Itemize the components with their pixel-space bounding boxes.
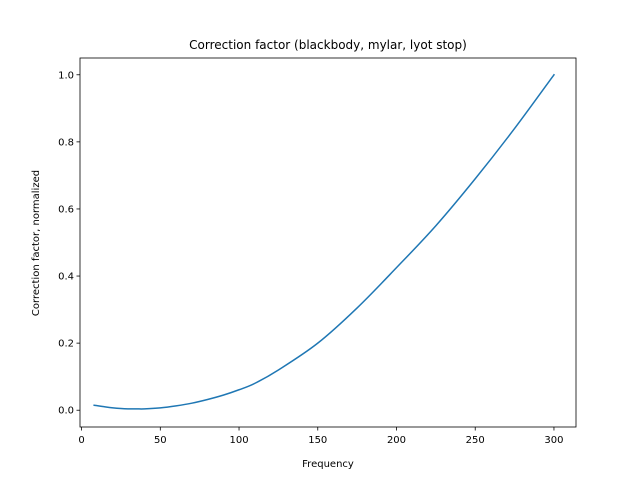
chart-title: Correction factor (blackbody, mylar, lyo… bbox=[189, 38, 467, 52]
y-tick-label: 0.2 bbox=[58, 339, 74, 350]
x-tick-label: 200 bbox=[387, 435, 406, 446]
series-layer bbox=[93, 73, 556, 410]
x-axis-ticks: 0 50 100 150 200 250 300 bbox=[78, 427, 564, 446]
y-tick-label: 0.0 bbox=[58, 406, 74, 417]
x-axis-label: Frequency bbox=[302, 459, 354, 470]
y-tick-label: 0.4 bbox=[58, 272, 74, 283]
y-tick-label: 0.8 bbox=[58, 137, 74, 148]
y-axis-label: Correction factor, normalized bbox=[31, 170, 42, 316]
x-tick-label: 150 bbox=[308, 435, 327, 446]
y-axis-ticks: 0.0 0.2 0.4 0.6 0.8 1.0 bbox=[58, 70, 80, 417]
plot-frame bbox=[79, 57, 577, 428]
x-tick-label: 300 bbox=[544, 435, 563, 446]
x-tick-label: 0 bbox=[78, 435, 84, 446]
y-tick-label: 0.6 bbox=[58, 204, 74, 215]
x-tick-label: 100 bbox=[229, 435, 248, 446]
y-tick-label: 1.0 bbox=[58, 70, 74, 81]
correction-factor-line bbox=[93, 73, 556, 410]
x-tick-label: 50 bbox=[154, 435, 167, 446]
x-tick-label: 250 bbox=[466, 435, 485, 446]
